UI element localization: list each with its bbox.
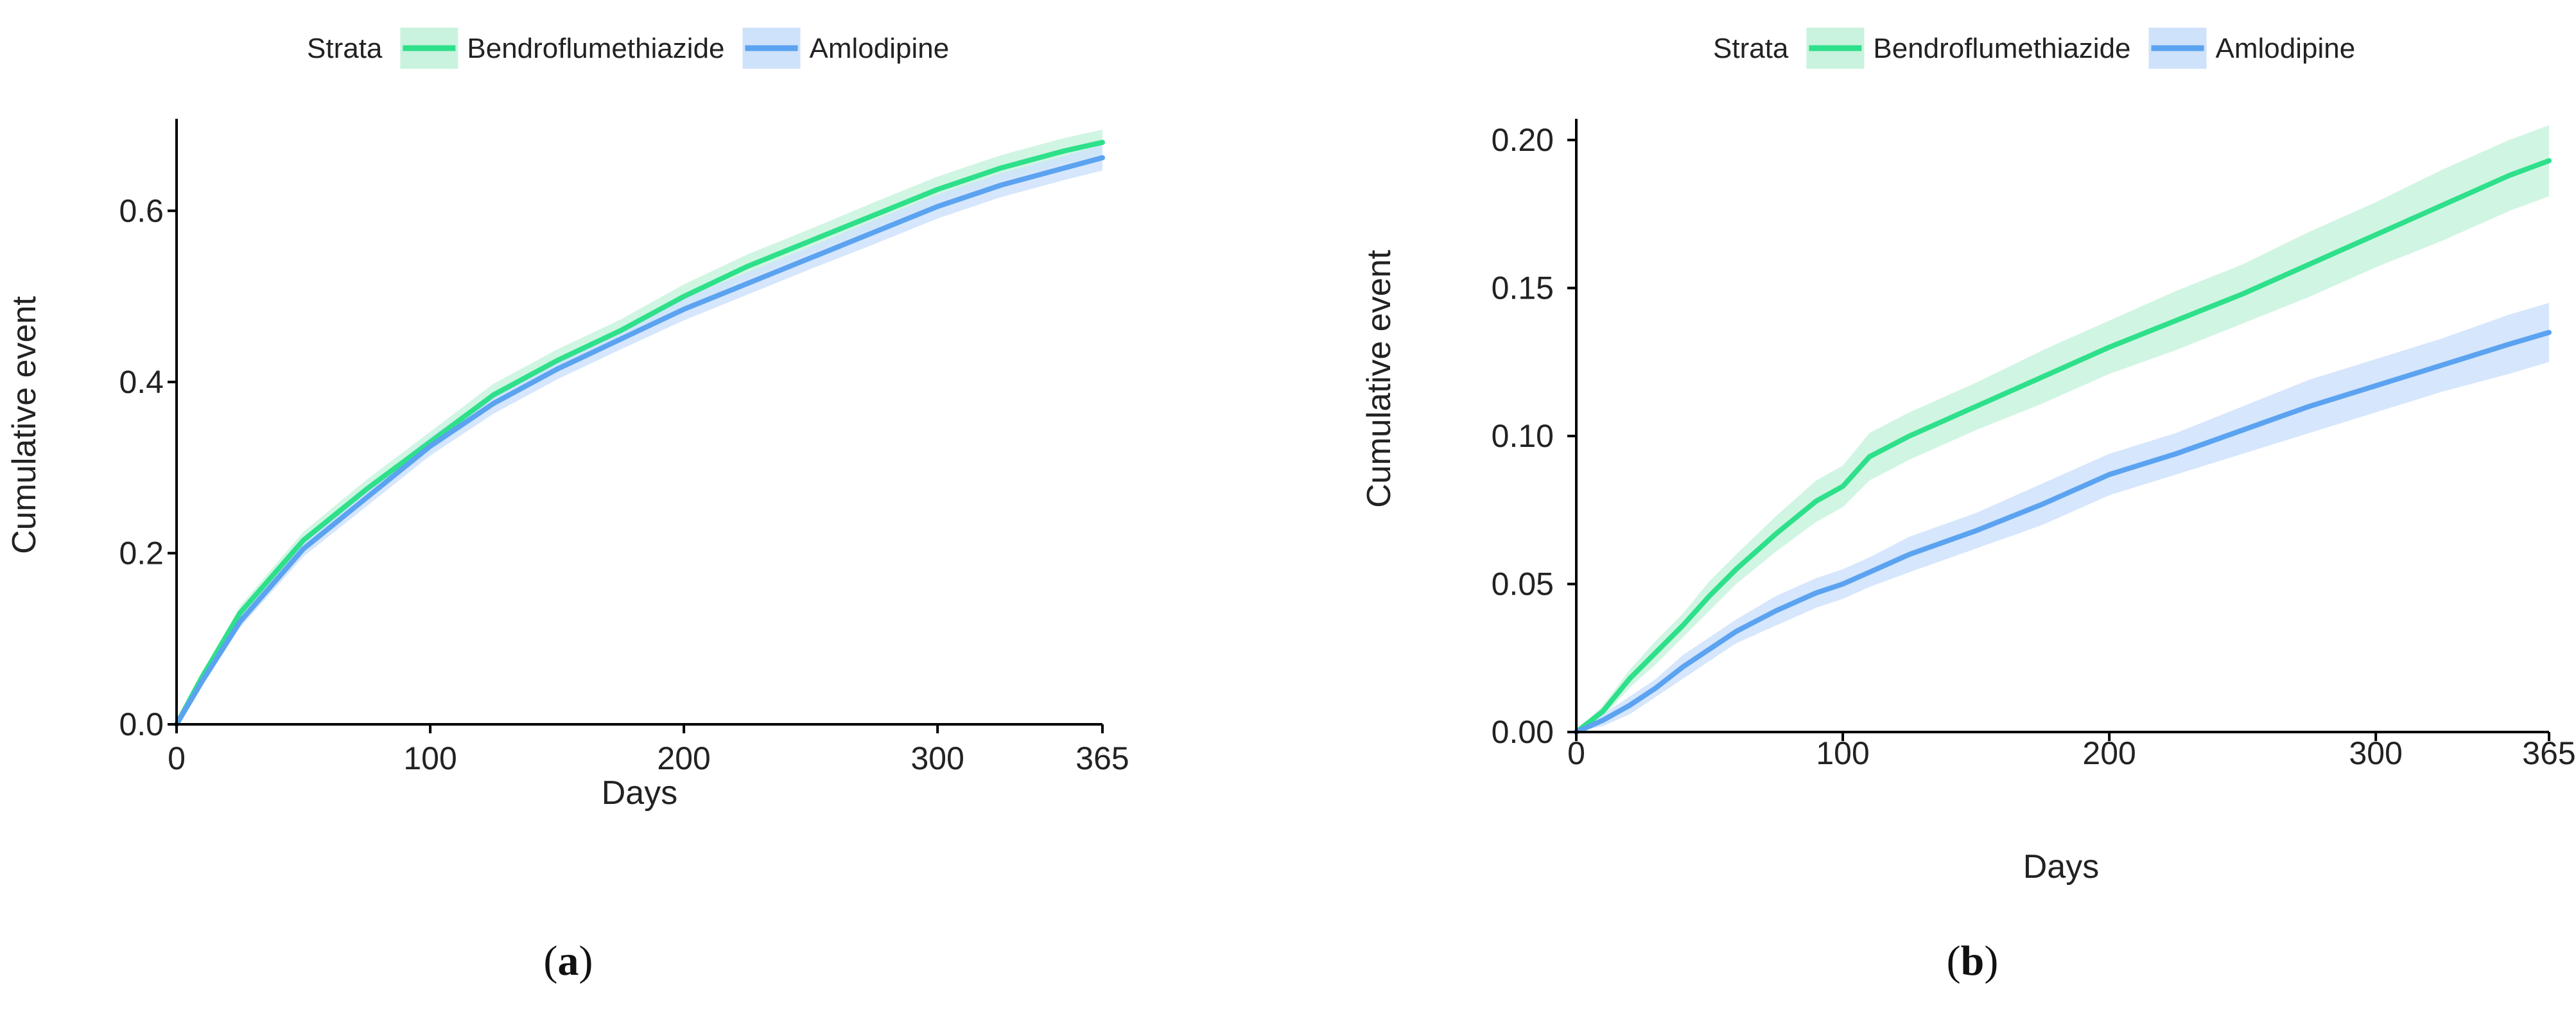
legend-entry-1: Amlodipine — [810, 33, 950, 64]
panel-b: Strata Bendroflumethiazide Amlodipine 0.00 0… — [1361, 28, 2576, 984]
x-axis-title: Days — [2023, 848, 2099, 886]
y-tick-label: 0.00 — [1492, 714, 1554, 750]
x-tick-label: 365 — [2522, 735, 2575, 771]
y-tick-label: 0.0 — [119, 706, 164, 742]
panel-label: (a) — [544, 938, 593, 984]
legend-entry-0: Bendroflumethiazide — [1873, 33, 2130, 64]
legend-entry-0: Bendroflumethiazide — [467, 33, 724, 64]
series-line-amlodipine — [1574, 329, 2552, 735]
panel-label: (b) — [1947, 938, 1999, 984]
x-tick-label: 100 — [403, 740, 457, 776]
y-tick-label: 0.6 — [119, 193, 164, 229]
legend-title: Strata — [1713, 33, 1789, 64]
ci-band-amlodipine — [177, 144, 1102, 724]
series-line-bendroflumethiazide — [1574, 158, 2552, 735]
x-axis-title: Days — [602, 774, 677, 812]
ci-band-bendroflumethiazide — [177, 129, 1102, 724]
x-tick-label: 200 — [2082, 735, 2136, 771]
legend: Strata Bendroflumethiazide Amlodipine — [307, 28, 949, 69]
y-axis-title: Cumulative event — [1361, 250, 1398, 508]
x-tick-label: 365 — [1075, 740, 1129, 776]
y-tick-label: 0.05 — [1492, 566, 1554, 602]
legend-key-0 — [1806, 28, 1865, 69]
series-line-bendroflumethiazide — [174, 139, 1105, 727]
x-tick-label: 200 — [657, 740, 710, 776]
legend-key-1 — [742, 28, 801, 69]
legend-key-1 — [2148, 28, 2207, 69]
y-tick-label: 0.4 — [119, 364, 164, 400]
y-tick-label: 0.10 — [1492, 418, 1554, 454]
x-tick-label: 300 — [910, 740, 964, 776]
x-tick-label: 300 — [2349, 735, 2402, 771]
legend-key-0 — [400, 28, 458, 69]
series-line-amlodipine — [174, 155, 1105, 727]
legend-title: Strata — [307, 33, 383, 64]
x-tick-label: 0 — [1567, 735, 1585, 771]
panel-a: Strata Bendroflumethiazide Amlodipine 0.0 0.… — [6, 28, 1129, 984]
y-tick-label: 0.20 — [1492, 122, 1554, 158]
y-axis-title: Cumulative event — [6, 296, 43, 554]
y-tick-label: 0.2 — [119, 535, 164, 571]
legend: Strata Bendroflumethiazide Amlodipine — [1713, 28, 2355, 69]
y-tick-label: 0.15 — [1492, 270, 1554, 306]
x-tick-label: 0 — [168, 740, 186, 776]
legend-entry-1: Amlodipine — [2216, 33, 2356, 64]
ci-band-bendroflumethiazide — [1576, 125, 2549, 732]
x-tick-label: 100 — [1816, 735, 1869, 771]
